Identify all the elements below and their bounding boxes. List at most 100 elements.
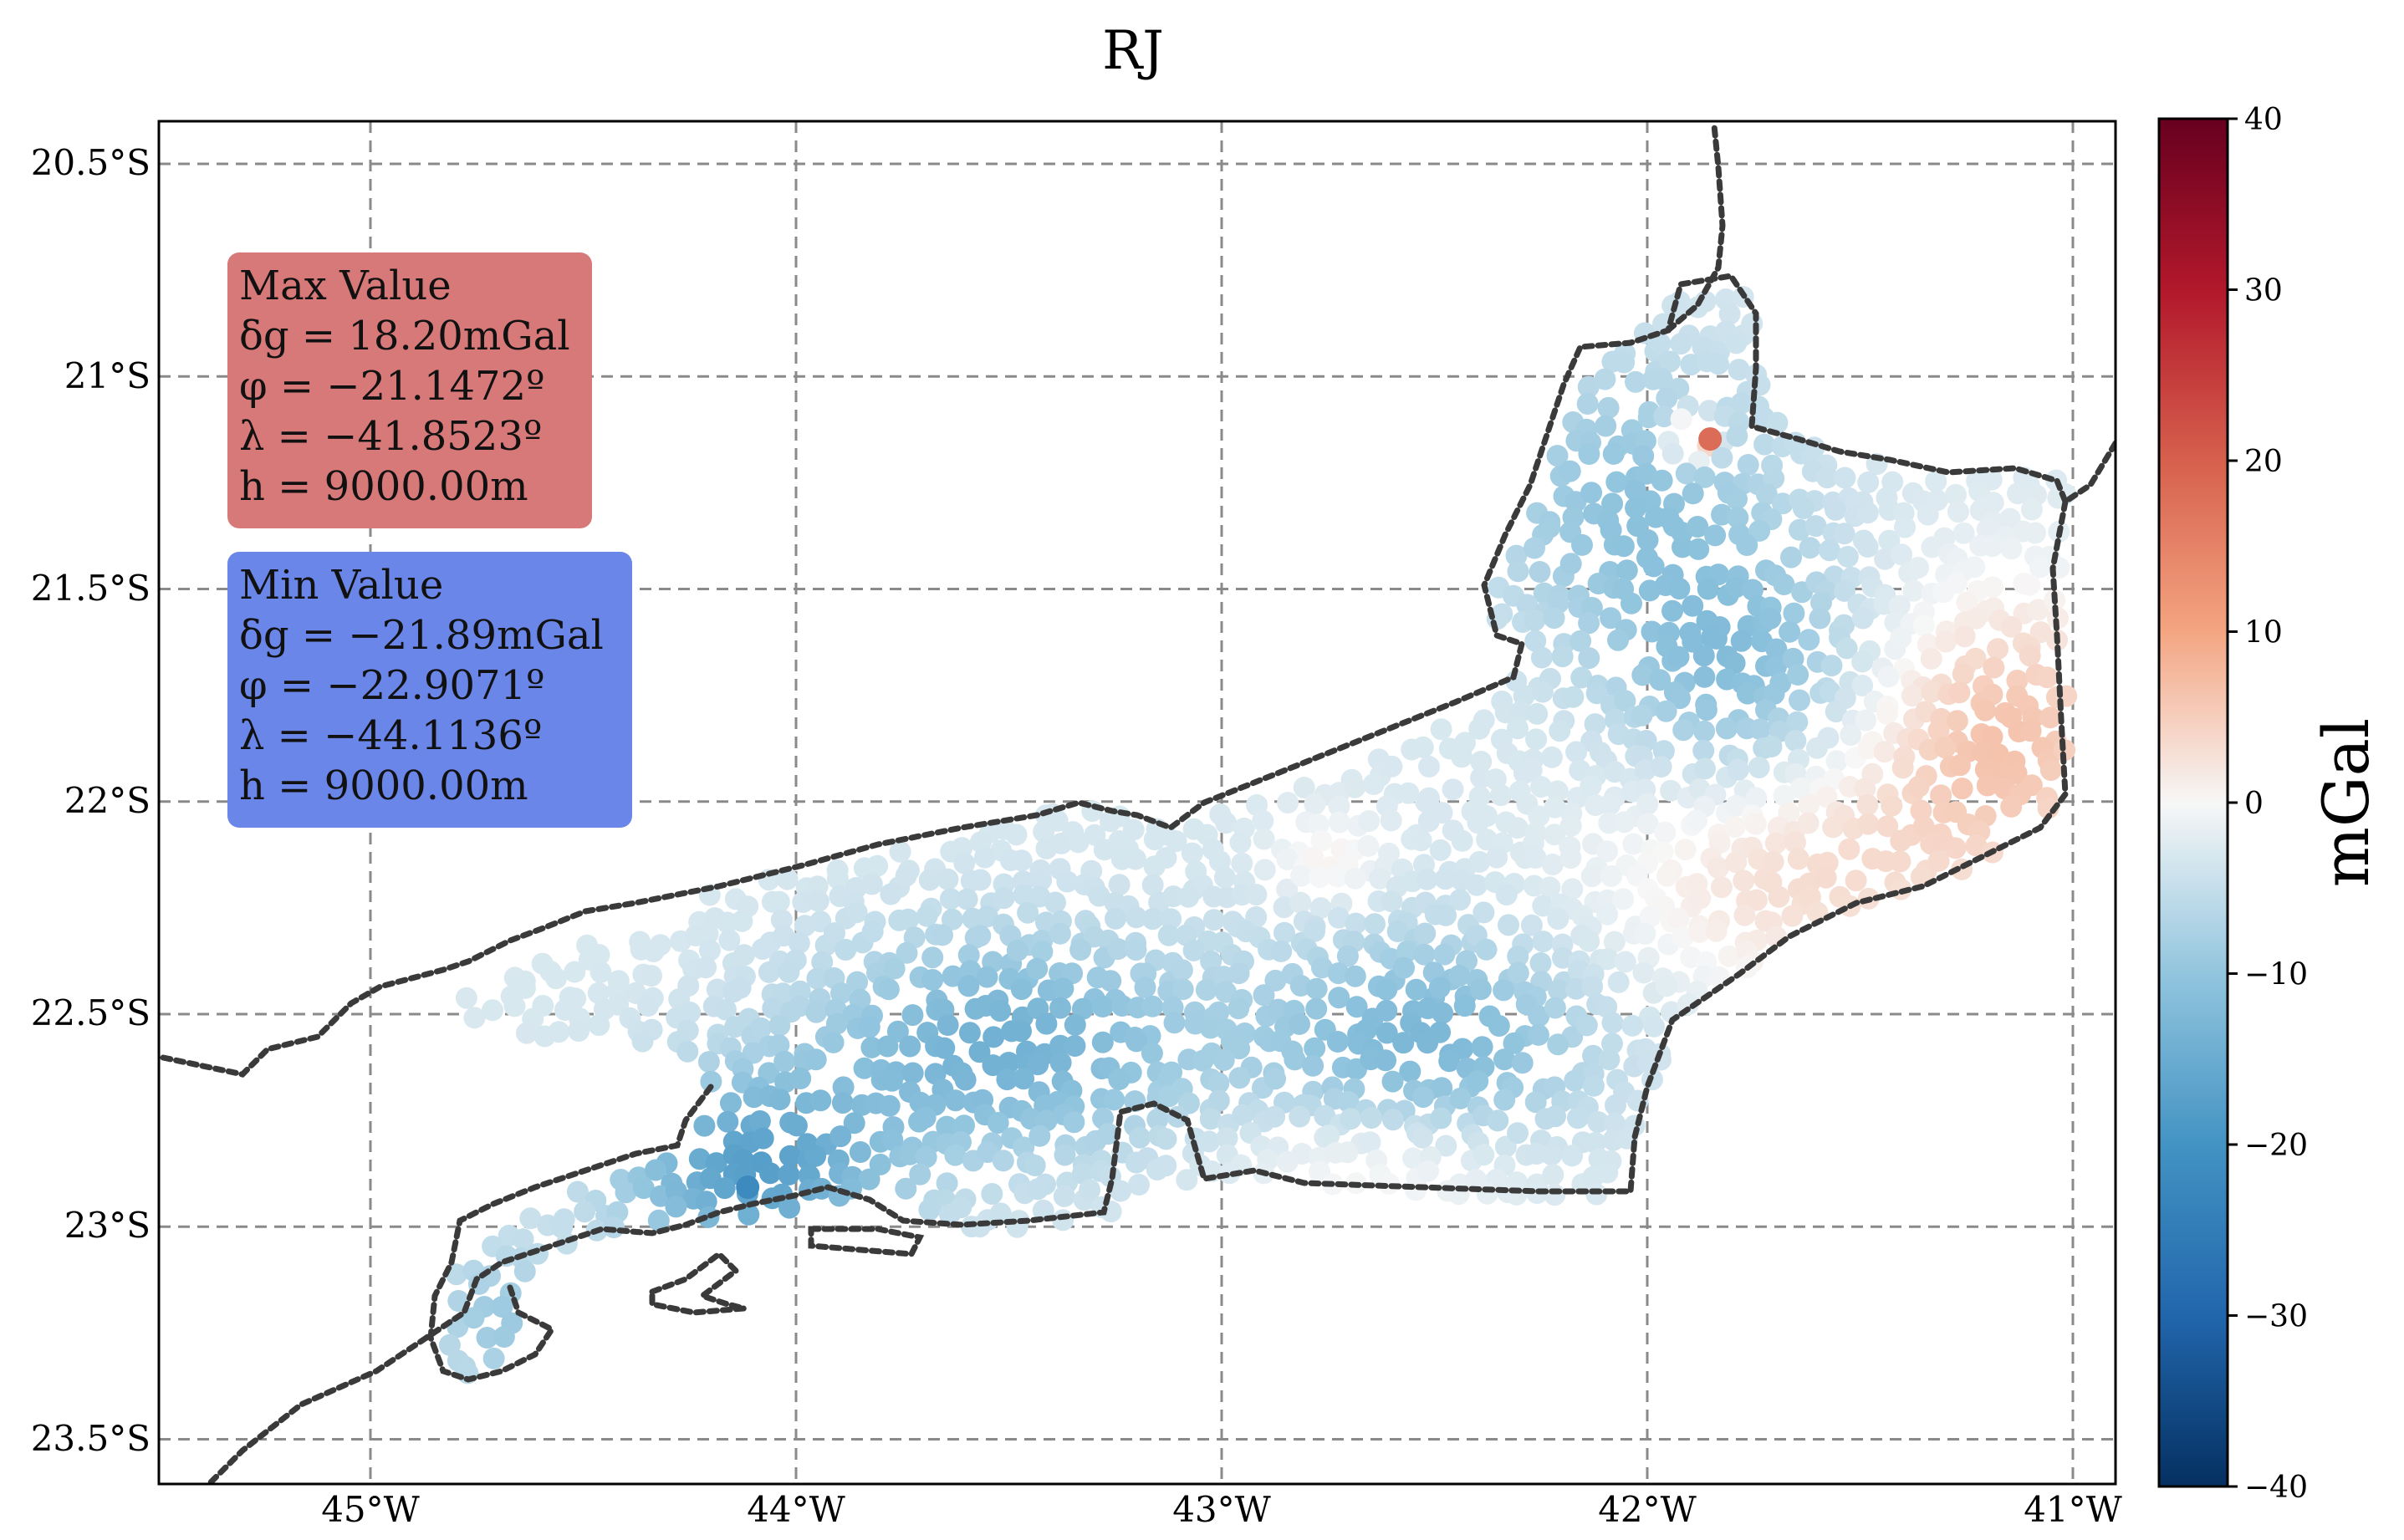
data-point bbox=[983, 1026, 1005, 1048]
colorbar-tick-label: 30 bbox=[2244, 274, 2283, 309]
data-point bbox=[1642, 555, 1665, 578]
data-point bbox=[455, 987, 477, 1009]
data-point bbox=[1163, 1012, 1186, 1034]
y-tick-label: 20.5°S bbox=[31, 142, 151, 183]
data-point bbox=[1402, 1147, 1425, 1170]
data-point bbox=[1851, 675, 1874, 696]
data-point bbox=[677, 975, 700, 997]
data-point bbox=[2039, 706, 2061, 729]
data-point bbox=[1705, 920, 1728, 942]
data-point bbox=[1649, 669, 1672, 691]
data-point bbox=[1228, 962, 1250, 985]
data-point bbox=[718, 929, 741, 951]
data-point bbox=[1470, 751, 1493, 773]
data-point bbox=[1413, 943, 1436, 966]
y-tick-label: 22.5°S bbox=[31, 992, 151, 1033]
data-point bbox=[936, 1172, 958, 1195]
data-point bbox=[1507, 1122, 1529, 1145]
data-point bbox=[1601, 1012, 1624, 1034]
data-point bbox=[519, 1207, 542, 1230]
data-point bbox=[860, 1036, 883, 1058]
data-point bbox=[901, 1062, 924, 1084]
data-point bbox=[1765, 638, 1788, 660]
data-point bbox=[1963, 556, 1986, 579]
data-point bbox=[762, 997, 784, 1019]
data-point bbox=[1784, 831, 1806, 854]
data-point bbox=[2036, 666, 2059, 689]
data-point bbox=[1396, 940, 1419, 962]
data-point bbox=[1687, 538, 1710, 560]
data-point bbox=[1921, 536, 1943, 558]
data-point bbox=[1471, 1036, 1493, 1058]
data-point bbox=[462, 1307, 485, 1329]
data-point bbox=[588, 944, 610, 966]
data-point bbox=[1736, 534, 1758, 556]
data-point bbox=[1291, 1143, 1314, 1165]
colorbar-tick-label: −40 bbox=[2244, 1471, 2308, 1505]
data-point bbox=[1192, 1049, 1214, 1072]
data-point bbox=[1873, 741, 1896, 763]
data-point bbox=[1661, 599, 1683, 622]
data-point bbox=[968, 1041, 991, 1063]
data-point bbox=[1547, 908, 1569, 931]
data-point bbox=[1506, 817, 1529, 839]
data-point bbox=[1615, 559, 1638, 582]
data-point bbox=[822, 1031, 845, 1053]
data-point bbox=[1529, 561, 1551, 583]
data-point bbox=[969, 869, 992, 891]
data-point bbox=[1730, 392, 1753, 415]
data-point bbox=[1745, 889, 1768, 911]
state-border-line bbox=[160, 273, 2116, 1078]
data-point bbox=[1789, 689, 1810, 711]
data-point bbox=[1467, 812, 1489, 834]
data-point bbox=[1433, 943, 1456, 966]
data-point bbox=[1930, 784, 1952, 807]
data-point bbox=[1253, 984, 1275, 1007]
data-point bbox=[1416, 1032, 1439, 1054]
data-point bbox=[1742, 579, 1763, 601]
data-points bbox=[438, 286, 2078, 1384]
data-point bbox=[1693, 665, 1716, 688]
data-point bbox=[1544, 796, 1566, 818]
data-point bbox=[2019, 720, 2042, 742]
chart-title: RJ bbox=[1102, 20, 1164, 82]
data-point bbox=[778, 961, 800, 983]
data-point bbox=[998, 1052, 1020, 1073]
data-point bbox=[1584, 713, 1606, 736]
data-point bbox=[1438, 1050, 1461, 1073]
data-point bbox=[899, 1143, 921, 1165]
data-point bbox=[918, 869, 941, 891]
data-point bbox=[1599, 793, 1621, 816]
data-point bbox=[1598, 1048, 1621, 1071]
data-point bbox=[2000, 615, 2023, 638]
y-tick-label: 23.5°S bbox=[31, 1418, 151, 1459]
data-point bbox=[1307, 813, 1330, 836]
data-point bbox=[1381, 890, 1403, 913]
data-point bbox=[1878, 529, 1901, 552]
data-point bbox=[697, 923, 719, 945]
data-point bbox=[768, 1034, 790, 1056]
data-point bbox=[976, 905, 998, 928]
data-point bbox=[1311, 956, 1333, 979]
data-point bbox=[1052, 977, 1074, 1000]
data-point bbox=[1965, 834, 1988, 857]
data-point bbox=[1212, 1049, 1235, 1071]
colorbar-tick-label: 40 bbox=[2244, 103, 2283, 137]
data-point bbox=[1641, 620, 1663, 643]
max-value-point bbox=[1698, 427, 1723, 451]
data-point bbox=[1289, 891, 1312, 914]
data-point bbox=[915, 1146, 937, 1169]
data-point bbox=[1302, 1054, 1324, 1077]
data-point bbox=[901, 1004, 924, 1027]
data-point bbox=[1337, 1091, 1360, 1113]
data-point bbox=[1819, 539, 1840, 562]
data-point bbox=[1612, 535, 1635, 558]
data-point bbox=[1976, 774, 1998, 797]
data-point bbox=[953, 1114, 975, 1137]
data-point bbox=[1006, 939, 1028, 961]
data-point bbox=[724, 1016, 747, 1038]
data-point bbox=[1912, 815, 1935, 838]
data-point bbox=[1672, 536, 1693, 558]
data-point bbox=[1874, 548, 1896, 570]
data-point bbox=[1577, 375, 1600, 398]
